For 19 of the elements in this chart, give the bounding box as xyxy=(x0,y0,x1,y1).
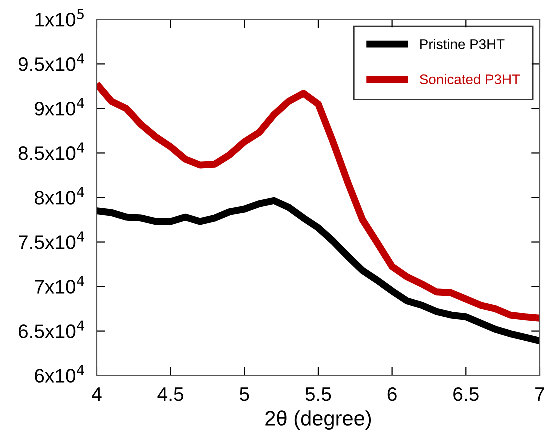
y-tick-label: 7.5x10$^{4}$ xyxy=(19,232,84,250)
x-axis-title: 2θ (degree) xyxy=(266,410,372,430)
x-tick-label: 5.5 xyxy=(306,388,332,402)
y-tick-label: 6.5x10$^{4}$ xyxy=(18,320,84,338)
legend-label: Pristine P3HT xyxy=(420,39,505,50)
y-tick-label: 8x10$^{4}$ xyxy=(34,187,84,205)
y-tick-label: 9.5x10$^{4}$ xyxy=(18,54,84,72)
x-tick-label: 6 xyxy=(388,387,397,402)
y-tick-label: 1x10$^{5}$ xyxy=(36,9,84,27)
x-tick-label: 7 xyxy=(536,388,544,402)
y-tick-label: 7x10$^{4}$ xyxy=(35,276,84,294)
x-tick-label: 4 xyxy=(92,388,102,402)
y-tick-label: 8.5x10$^{4}$ xyxy=(18,142,84,160)
x-tick-label: 5 xyxy=(240,388,250,402)
y-tick-label: 6x10$^{4}$ xyxy=(35,365,84,383)
legend-label: Sonicated P3HT xyxy=(420,74,520,84)
y-tick-label: 9x10$^{4}$ xyxy=(35,98,84,116)
x-tick-label: 4.5 xyxy=(158,388,184,402)
x-tick-label: 6.5 xyxy=(454,387,479,402)
